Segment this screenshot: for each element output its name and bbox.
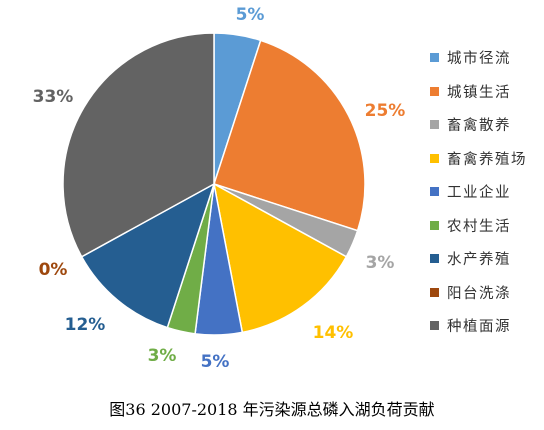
legend-label: 畜禽散养 — [447, 118, 511, 135]
legend-item-8: 阳台洗涤 — [430, 276, 544, 310]
data-label-8: 0% — [39, 260, 68, 280]
data-label-3: 3% — [366, 253, 395, 273]
legend-swatch — [430, 120, 439, 130]
legend-item-9: 种植面源 — [430, 309, 544, 343]
data-label-2: 25% — [365, 101, 406, 121]
legend-item-2: 城镇生活 — [430, 75, 544, 109]
data-label-1: 5% — [236, 5, 265, 25]
figure-caption: 图36 2007-2018 年污染源总磷入湖负荷贡献 — [109, 400, 435, 419]
legend-swatch — [430, 86, 439, 96]
legend-label: 城市径流 — [447, 51, 511, 68]
pie-slice-4 — [212, 182, 348, 334]
legend-label: 城镇生活 — [447, 84, 511, 101]
legend-label: 工业企业 — [447, 185, 511, 202]
legend-label: 水产养殖 — [447, 252, 511, 269]
legend-item-6: 农村生活 — [430, 209, 544, 243]
legend-item-1: 城市径流 — [430, 41, 544, 75]
data-label-4: 14% — [313, 323, 354, 343]
legend-swatch — [430, 187, 439, 197]
legend-swatch — [430, 287, 439, 297]
data-label-6: 3% — [148, 346, 177, 366]
legend-label: 畜禽养殖场 — [447, 151, 527, 168]
legend-item-3: 畜禽散养 — [430, 108, 544, 142]
legend-item-5: 工业企业 — [430, 175, 544, 209]
legend-label: 种植面源 — [447, 319, 511, 336]
legend-swatch — [430, 254, 439, 264]
legend-swatch — [430, 321, 439, 331]
legend-label: 阳台洗涤 — [447, 285, 511, 302]
legend-swatch — [430, 153, 439, 163]
legend-swatch — [430, 220, 439, 230]
pie-slice-9 — [62, 32, 215, 258]
data-label-7: 12% — [65, 315, 106, 335]
legend-item-7: 水产养殖 — [430, 242, 544, 276]
data-label-5: 5% — [201, 352, 230, 372]
legend-swatch — [430, 53, 439, 63]
legend-label: 农村生活 — [447, 218, 511, 235]
pie-slice-2 — [213, 39, 366, 232]
chart-legend: 城市径流城镇生活畜禽散养畜禽养殖场工业企业农村生活水产养殖阳台洗涤种植面源 — [430, 41, 544, 343]
data-label-9: 33% — [33, 87, 74, 107]
legend-item-4: 畜禽养殖场 — [430, 142, 544, 176]
pie-slice-7 — [80, 182, 216, 329]
